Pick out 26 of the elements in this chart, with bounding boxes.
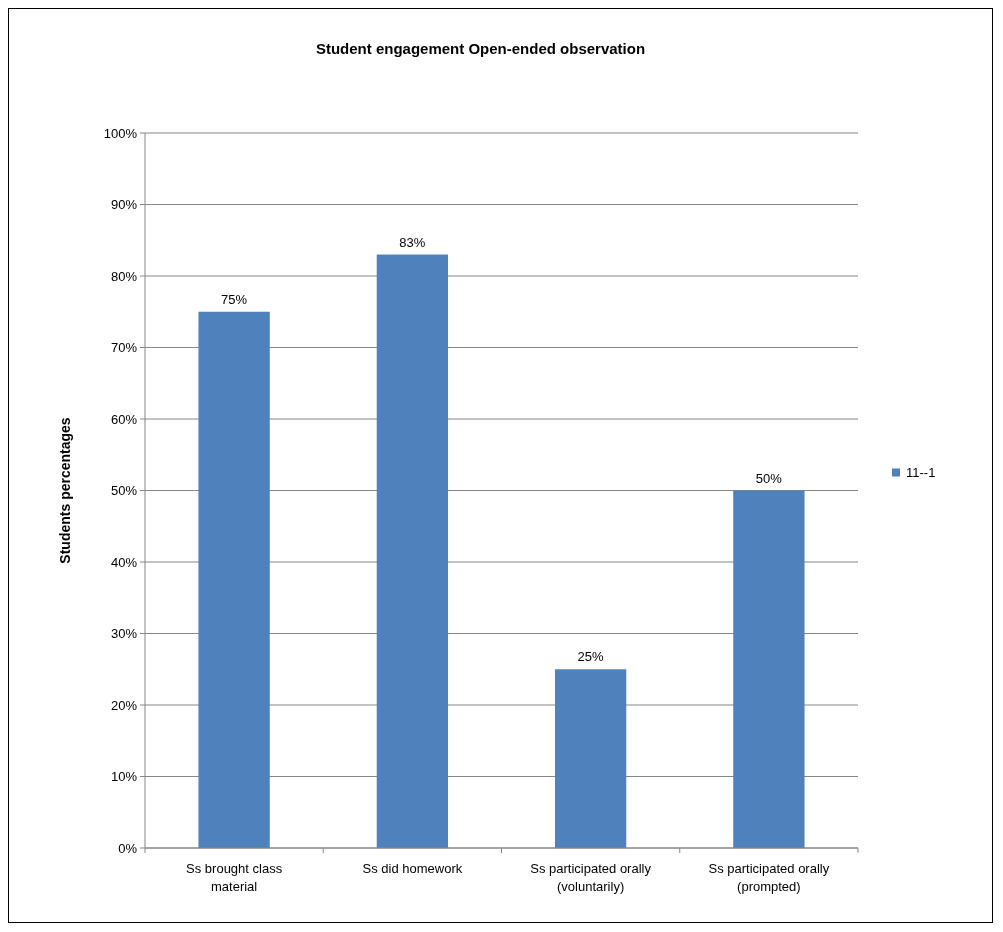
bar — [554, 669, 627, 848]
x-tick-label: Ss brought class material — [186, 861, 283, 894]
x-tick-label: Ss did homework — [362, 861, 463, 876]
y-tick-label: 100% — [103, 125, 138, 141]
y-tick-label: 80% — [110, 268, 138, 284]
legend-label: 11--1 — [906, 465, 936, 481]
y-tick-label: 20% — [110, 697, 138, 713]
y-tick-label: 10% — [110, 769, 138, 785]
y-axis-title: Students percentages — [57, 417, 73, 564]
chart-title: Student engagement Open-ended observation — [315, 40, 646, 57]
bar — [733, 490, 805, 848]
y-tick-label: 50% — [110, 483, 138, 499]
y-tick-label: 90% — [110, 197, 138, 213]
data-label: 75% — [221, 291, 248, 307]
x-tick-label: Ss participated orally (voluntarily) — [530, 861, 652, 894]
y-tick-label: 60% — [110, 411, 138, 427]
data-label: 83% — [399, 234, 426, 250]
y-tick-label: 40% — [110, 554, 138, 570]
bar — [376, 254, 449, 848]
data-label: 50% — [755, 470, 783, 486]
data-label: 25% — [577, 649, 605, 665]
y-tick-label: 30% — [110, 626, 138, 642]
bar — [198, 311, 270, 848]
x-tick-label: Ss participated orally (prompted) — [708, 861, 830, 894]
y-tick-label: 70% — [110, 340, 138, 356]
y-tick-label: 0% — [118, 840, 138, 856]
